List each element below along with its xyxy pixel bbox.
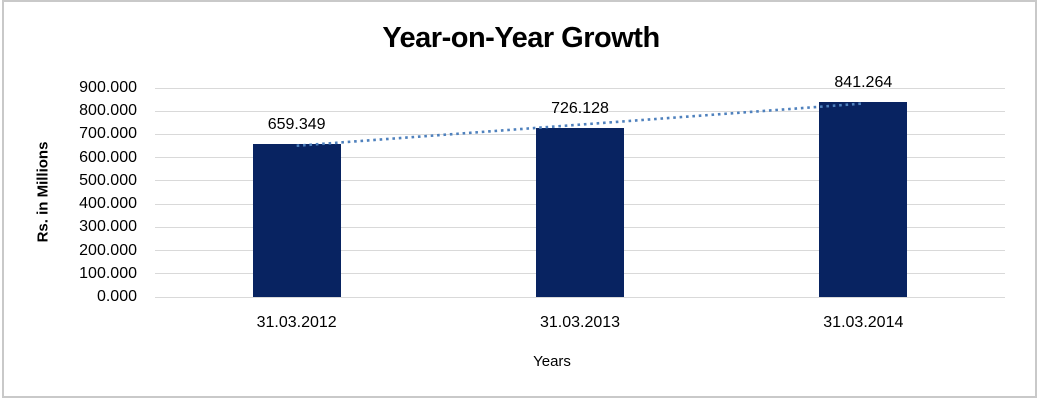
y-tick-label: 100.000 <box>79 264 137 282</box>
chart-title: Year-on-Year Growth <box>382 22 660 54</box>
y-tick-label: 200.000 <box>79 241 137 259</box>
y-tick-label: 300.000 <box>79 218 137 236</box>
bar <box>819 101 908 297</box>
bar-data-label: 841.264 <box>834 73 893 91</box>
gridline <box>155 296 1005 298</box>
y-tick-label: 400.000 <box>79 195 137 213</box>
y-tick-label: 600.000 <box>79 148 137 166</box>
x-axis-title: Years <box>533 353 571 370</box>
y-tick-label: 800.000 <box>79 102 137 120</box>
y-tick-label: 0.000 <box>96 288 137 305</box>
bar <box>252 143 341 297</box>
x-tick-label: 31.03.2012 <box>256 314 337 331</box>
bar-data-label: 659.349 <box>267 115 326 133</box>
bar <box>536 128 624 297</box>
y-tick-label: 900.000 <box>79 79 137 96</box>
gridline <box>155 87 1005 89</box>
x-tick-label: 31.03.2014 <box>823 314 904 331</box>
x-tick-label: 31.03.2013 <box>539 314 621 331</box>
y-tick-label: 700.000 <box>79 125 137 143</box>
bar-data-label: 726.128 <box>551 100 609 118</box>
y-tick-label: 500.000 <box>79 171 137 189</box>
